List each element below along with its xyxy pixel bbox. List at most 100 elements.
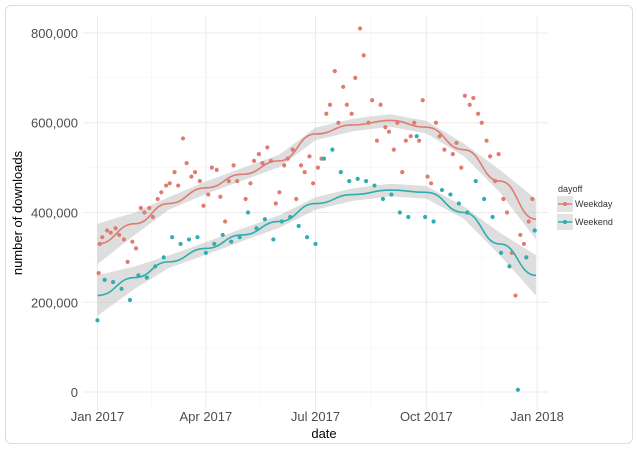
point-weekend <box>355 176 360 181</box>
point-weekend <box>498 250 504 255</box>
point-weekday <box>383 125 388 130</box>
point-weekend <box>95 318 100 323</box>
point-weekday <box>290 147 295 152</box>
point-weekday <box>408 134 413 139</box>
point-weekday <box>420 98 425 103</box>
point-weekend <box>380 196 386 202</box>
point-weekday <box>218 194 223 199</box>
point-weekday <box>513 293 518 298</box>
point-weekend <box>456 201 461 206</box>
point-weekday <box>501 196 506 202</box>
point-weekday <box>130 239 135 244</box>
y-tick-label: 400,000 <box>31 206 78 221</box>
point-weekday <box>248 181 253 186</box>
point-weekend <box>515 387 520 392</box>
point-weekday <box>332 69 337 74</box>
point-weekend <box>414 134 419 139</box>
point-weekday <box>467 102 472 107</box>
point-weekend <box>296 223 301 229</box>
point-weekday <box>256 152 261 157</box>
point-weekday <box>374 138 380 143</box>
point-weekday <box>450 152 455 157</box>
point-weekday <box>113 226 118 231</box>
point-weekday <box>341 84 346 89</box>
point-weekend <box>406 214 411 220</box>
point-weekend <box>220 232 225 238</box>
point-weekday <box>260 161 265 166</box>
point-weekend <box>448 192 453 197</box>
confidence-bands <box>97 114 536 316</box>
point-weekend <box>330 147 335 152</box>
point-weekday <box>96 270 101 276</box>
point-weekday <box>176 183 181 188</box>
point-weekday <box>223 219 228 224</box>
point-weekday <box>307 154 312 159</box>
point-weekday <box>412 120 417 125</box>
point-weekday <box>471 95 476 101</box>
tick-labels: 0 200,000 400,000 600,000 800,000 Jan 2017 Apr… <box>31 26 564 424</box>
point-weekend <box>178 241 183 247</box>
point-weekend <box>186 237 192 242</box>
smooth-lines <box>97 119 537 297</box>
point-weekday <box>282 163 287 168</box>
y-axis-label: number of downloads <box>10 150 25 275</box>
point-weekend <box>170 235 175 240</box>
y-tick-label: 800,000 <box>31 26 78 41</box>
point-weekday <box>117 232 122 238</box>
point-weekend <box>532 228 537 233</box>
legend-dot-weekend <box>563 220 567 224</box>
points <box>95 26 537 392</box>
point-weekday <box>496 152 501 157</box>
legend: dayoff Weekday Weekend <box>557 184 613 230</box>
point-weekday <box>488 154 493 159</box>
point-weekday <box>530 196 535 202</box>
legend-title: dayoff <box>558 184 583 194</box>
y-tick-label: 0 <box>71 385 78 400</box>
point-weekday <box>433 120 439 125</box>
point-weekend <box>195 235 200 240</box>
point-weekday <box>476 111 481 116</box>
point-weekday <box>378 102 383 107</box>
point-weekend <box>482 196 487 202</box>
point-weekday <box>298 163 304 168</box>
legend-label-weekday: Weekday <box>575 199 613 209</box>
y-tick-label: 200,000 <box>31 295 78 310</box>
point-weekday <box>192 170 198 175</box>
point-weekday <box>206 192 211 197</box>
point-weekday <box>172 170 177 175</box>
point-weekday <box>386 129 392 134</box>
point-weekend <box>271 237 276 242</box>
point-weekday <box>336 120 341 125</box>
point-weekend <box>397 210 402 215</box>
point-weekday <box>197 178 202 184</box>
point-weekday <box>459 165 464 170</box>
x-tick-label: Jul 2017 <box>291 409 340 424</box>
point-weekday <box>315 165 321 170</box>
point-weekday <box>277 190 282 195</box>
point-weekend <box>119 286 124 291</box>
point-weekday <box>273 201 278 206</box>
point-weekday <box>209 165 214 170</box>
point-weekend <box>439 187 445 193</box>
y-tick-label: 600,000 <box>31 116 78 131</box>
point-weekday <box>155 196 160 202</box>
point-weekend <box>313 241 318 247</box>
point-weekday <box>180 136 186 141</box>
point-weekend <box>363 178 369 184</box>
point-weekday <box>484 138 489 143</box>
point-weekend <box>431 219 436 224</box>
point-weekday <box>479 120 484 125</box>
point-weekend <box>229 239 234 244</box>
point-weekend <box>321 156 327 161</box>
confidence-band-weekend <box>97 183 536 316</box>
point-weekday <box>159 190 164 195</box>
point-weekday <box>521 241 527 247</box>
point-weekday <box>125 259 130 264</box>
point-weekday <box>462 93 467 98</box>
point-weekday <box>167 181 172 186</box>
point-weekend <box>161 255 166 260</box>
point-weekday <box>324 111 329 116</box>
grid <box>83 15 548 410</box>
point-weekday <box>526 219 531 224</box>
